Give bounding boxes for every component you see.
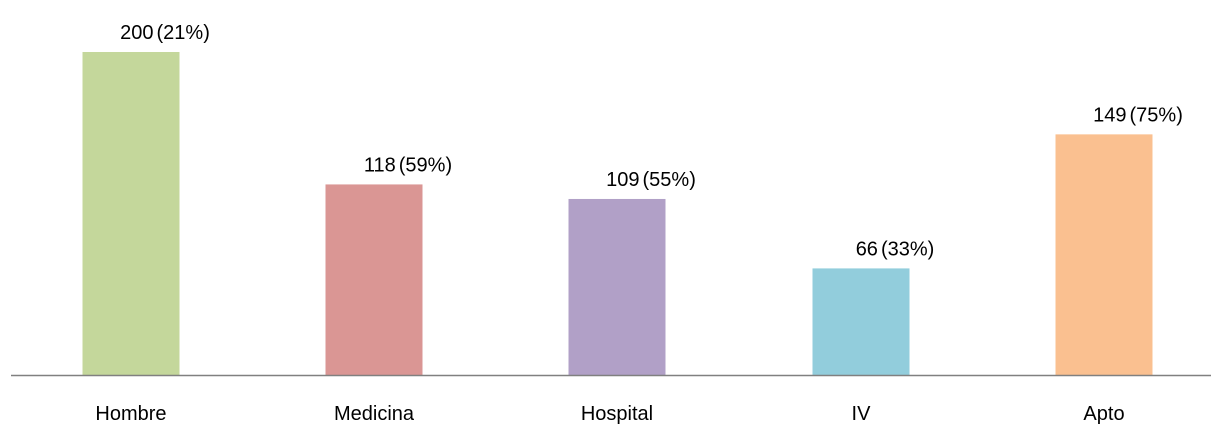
data-label-percent: (75%) xyxy=(1130,104,1183,126)
data-label-percent: (59%) xyxy=(399,154,452,176)
data-label-value: 149 xyxy=(1093,104,1126,126)
data-label-percent: (55%) xyxy=(643,169,696,191)
bar-apto xyxy=(1055,134,1153,375)
data-label-percent: (33%) xyxy=(881,238,934,260)
bar-hombre xyxy=(82,52,180,375)
category-labels-group: Hombre Medicina Hospital IV Apto xyxy=(95,403,1124,425)
data-label-value: 118 xyxy=(364,154,396,176)
data-label-iv: 66 (33%) xyxy=(856,238,935,260)
data-label-value: 200 xyxy=(120,22,153,44)
data-label-percent: (21%) xyxy=(157,22,210,44)
data-label-value: 66 xyxy=(856,238,878,260)
bars-group xyxy=(82,52,1153,375)
bar-iv xyxy=(812,268,910,375)
data-label-apto: 149 (75%) xyxy=(1093,104,1183,126)
data-labels-group: 200 (21%) 118 (59%) 109 (55%) 66 (33%) 149 (75%) xyxy=(120,22,1183,260)
category-label-hombre: Hombre xyxy=(95,403,166,425)
category-label-apto: Apto xyxy=(1083,403,1124,425)
category-label-medicina: Medicina xyxy=(334,403,415,425)
data-label-medicina: 118 (59%) xyxy=(364,154,452,176)
data-label-hospital: 109 (55%) xyxy=(606,169,696,191)
bar-medicina xyxy=(325,184,423,375)
category-label-iv: IV xyxy=(852,403,872,425)
data-label-value: 109 xyxy=(606,169,639,191)
category-label-hospital: Hospital xyxy=(581,403,653,425)
data-label-hombre: 200 (21%) xyxy=(120,22,210,44)
bar-hospital xyxy=(568,198,666,375)
